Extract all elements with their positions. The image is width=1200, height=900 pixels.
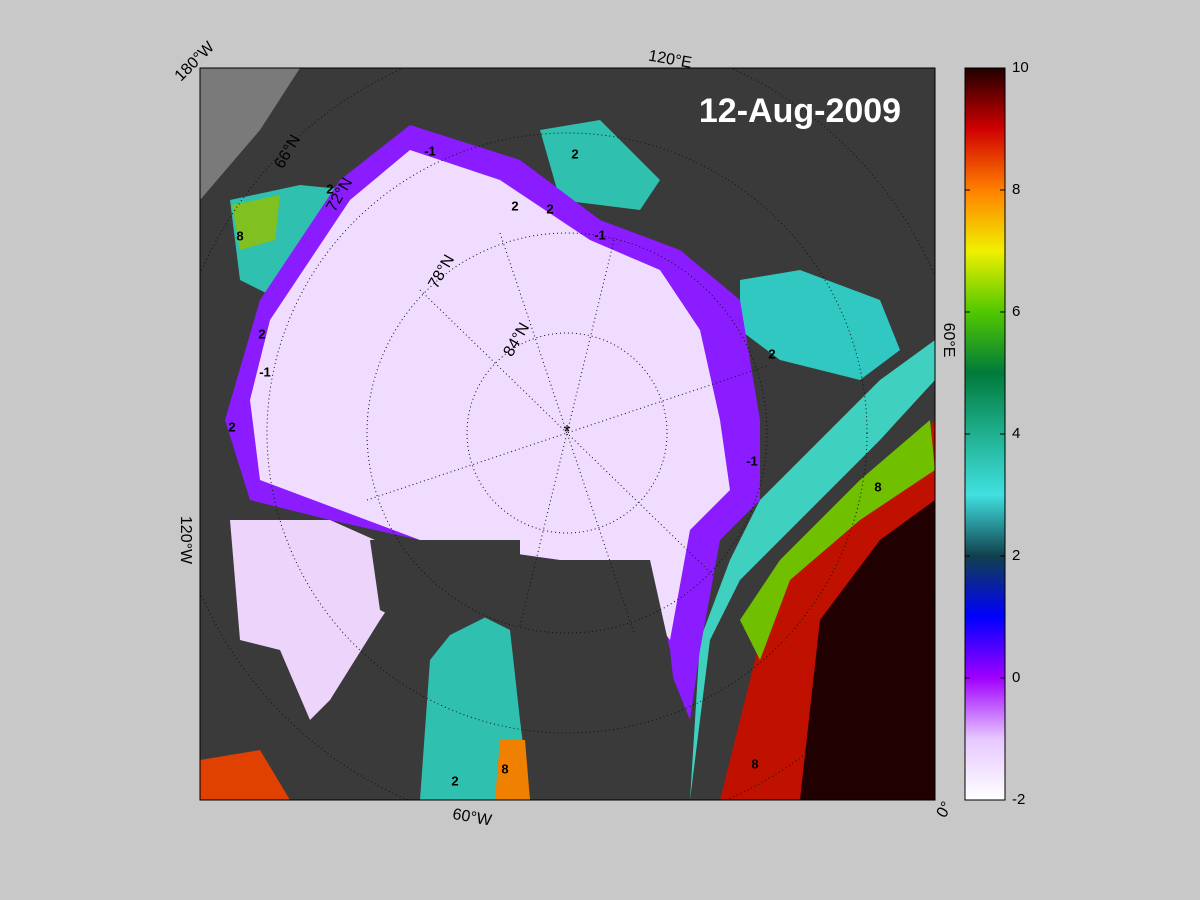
- contour-label: 8: [236, 228, 243, 243]
- greenland: [520, 560, 680, 800]
- contour-label: 8: [874, 479, 881, 494]
- contour-label: 8: [751, 756, 758, 771]
- shelf-water: [232, 195, 280, 250]
- colorbar-tick-label: 4: [1012, 425, 1020, 442]
- warm-water: [495, 740, 530, 800]
- colorbar-tick-label: 0: [1012, 669, 1020, 686]
- colorbar-tick-label: 2: [1012, 547, 1020, 564]
- colorbar-tick-label: 6: [1012, 303, 1020, 320]
- colorbar-tick-label: -2: [1012, 791, 1025, 808]
- longitude-label: 60°E: [940, 323, 957, 358]
- contour-label: 2: [546, 201, 553, 216]
- pole: *: [563, 422, 570, 442]
- map-frame: [199, 67, 936, 801]
- shelf-water: [740, 270, 900, 380]
- longitude-label: 60°W: [451, 806, 494, 830]
- colorbar-tick-label: 10: [1012, 59, 1029, 76]
- date: 12-Aug-2009: [699, 92, 901, 130]
- contour-label: -1: [259, 364, 271, 379]
- land: [370, 540, 520, 640]
- contour-label: 2: [451, 773, 458, 788]
- contour-label: -1: [594, 227, 606, 242]
- warm-water: [200, 750, 290, 800]
- shelf-water: [540, 120, 660, 210]
- map: *: [200, 68, 935, 800]
- contour-label: -1: [424, 143, 436, 158]
- contour-label: 2: [511, 198, 518, 213]
- no-data: [200, 68, 300, 200]
- colorbar-tick-label: 8: [1012, 181, 1020, 198]
- contour-label: 2: [258, 326, 265, 341]
- longitude-label: 0°: [934, 799, 956, 821]
- contour-label: 2: [228, 419, 235, 434]
- colorbar: [964, 67, 1006, 801]
- sea-ice: [250, 150, 730, 640]
- contour-label: 2: [326, 181, 333, 196]
- sea-ice: [230, 520, 420, 720]
- contour-label: 2: [768, 346, 775, 361]
- shelf-water: [690, 340, 935, 800]
- shelf-water: [740, 420, 935, 660]
- contour-label: 2: [571, 146, 578, 161]
- contour-label: 8: [501, 761, 508, 776]
- warm-water: [800, 500, 935, 800]
- longitude-label: 120°W: [177, 516, 194, 565]
- contour-label: -1: [746, 453, 758, 468]
